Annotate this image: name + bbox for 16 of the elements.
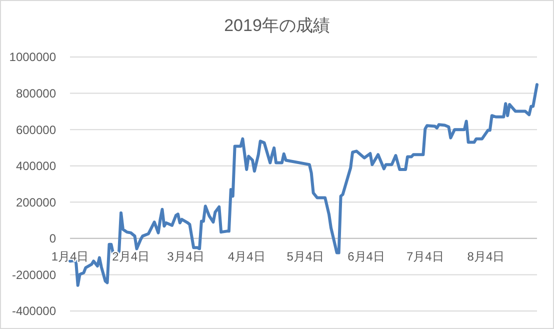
y-tick-label: 0 (49, 232, 56, 246)
y-tick-label: 400000 (16, 159, 56, 174)
x-tick-label: 5月4日 (286, 249, 324, 264)
x-tick-label: 4月4日 (228, 249, 266, 264)
y-tick-label: -400000 (12, 304, 56, 318)
y-tick-label: 200000 (16, 195, 56, 210)
line-series (68, 83, 538, 287)
y-tick-label: 800000 (16, 86, 56, 100)
x-tick-label: 6月4日 (348, 249, 385, 264)
y-tick-label: -200000 (12, 268, 56, 282)
x-tick-label: 3月4日 (167, 249, 204, 264)
chart-title: 2019年の成績 (224, 16, 330, 35)
y-tick-label: 600000 (16, 122, 56, 137)
x-tick-label: 7月4日 (406, 249, 444, 264)
y-tick-label: 1000000 (9, 50, 56, 64)
x-tick-label: 8月4日 (467, 249, 505, 264)
